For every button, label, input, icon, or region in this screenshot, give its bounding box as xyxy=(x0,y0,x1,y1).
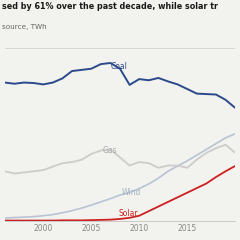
Text: Gas: Gas xyxy=(103,146,117,155)
Text: sed by 61% over the past decade, while solar tr: sed by 61% over the past decade, while s… xyxy=(2,2,218,11)
Text: Solar: Solar xyxy=(118,209,138,218)
Text: source, TWh: source, TWh xyxy=(2,24,47,30)
Text: Coal: Coal xyxy=(110,62,127,71)
Text: Wind: Wind xyxy=(122,188,141,197)
